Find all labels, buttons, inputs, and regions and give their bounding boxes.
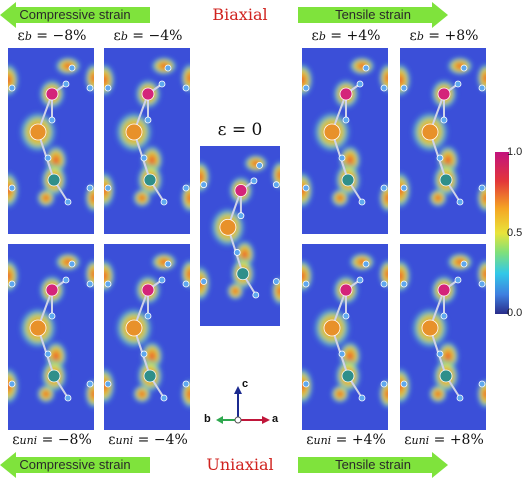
panel-biaxial-p4 (302, 48, 388, 234)
biaxial-label-1: εb = −8% (17, 28, 87, 44)
uniaxial-title: Uniaxial (206, 455, 274, 474)
colorbar-tick-max: 1.0 (507, 146, 523, 158)
tensile-arrow-top: Tensile strain (298, 2, 448, 28)
arrow-label: Compressive strain (19, 7, 131, 22)
biaxial-label-2: εb = −4% (113, 28, 183, 44)
arrow-label: Tensile strain (335, 7, 411, 22)
arrow-label: Compressive strain (19, 457, 131, 472)
uniaxial-label-2: εuni = −4% (108, 432, 188, 448)
panel-uniaxial-p4 (302, 244, 388, 430)
panel-uniaxial-m4 (104, 244, 190, 430)
tensile-arrow-bottom: Tensile strain (298, 452, 448, 478)
compressive-arrow-top: Compressive strain (0, 2, 150, 28)
panel-biaxial-p8 (400, 48, 486, 234)
colorbar (495, 152, 509, 314)
biaxial-title: Biaxial (212, 5, 268, 24)
panel-zero-strain (200, 146, 280, 326)
zero-strain-label: ε = 0 (217, 120, 263, 140)
compressive-arrow-bottom: Compressive strain (0, 452, 150, 478)
biaxial-label-3: εb = +4% (311, 28, 381, 44)
axis-a-label: a (272, 413, 279, 425)
biaxial-label-4: εb = +8% (409, 28, 479, 44)
uniaxial-label-4: εuni = +8% (404, 432, 484, 448)
colorbar-tick-mid: 0.5 (507, 227, 523, 239)
panel-biaxial-m8 (8, 48, 94, 234)
panel-uniaxial-m8 (8, 244, 94, 430)
panel-biaxial-m4 (104, 48, 190, 234)
colorbar-tick-min: 0.0 (507, 307, 523, 319)
axis-b-label: b (204, 413, 211, 425)
arrow-label: Tensile strain (335, 457, 411, 472)
panel-uniaxial-p8 (400, 244, 486, 430)
uniaxial-label-3: εuni = +4% (306, 432, 386, 448)
axis-c-label: c (242, 378, 249, 390)
uniaxial-label-1: εuni = −8% (12, 432, 92, 448)
